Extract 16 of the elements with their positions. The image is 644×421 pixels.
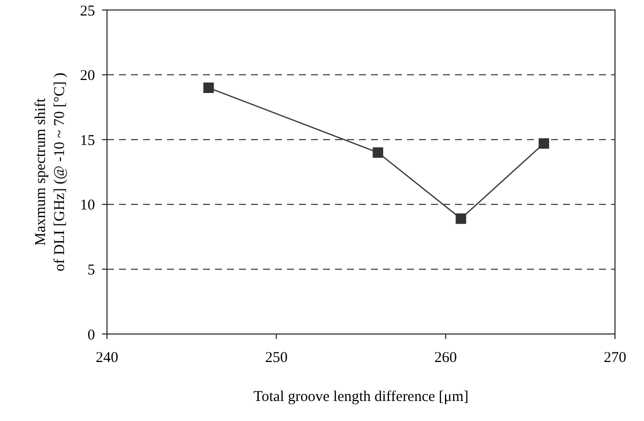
x-axis-title: Total groove length difference [μm] (254, 389, 468, 405)
y-tick-label: 15 (80, 132, 95, 149)
y-tick-label: 0 (88, 327, 95, 344)
point (456, 213, 466, 224)
point (372, 147, 384, 158)
x-tick-label: 250 (265, 350, 288, 366)
x-tick-label: 270 (604, 350, 626, 366)
y-tick-label: 25 (80, 3, 95, 20)
point (538, 138, 550, 149)
y-tick-label: 5 (88, 262, 95, 278)
point (203, 82, 214, 94)
y-tick-label: 10 (80, 198, 95, 214)
x-tick-label: 260 (434, 350, 457, 366)
x-tick-label: 240 (96, 350, 118, 366)
y-axis-title: Maxmum spectrum shift of DLI [GHz] (@ -10 ~ 70 [°C] ) (33, 72, 68, 272)
y-tick-label: 20 (80, 68, 95, 84)
